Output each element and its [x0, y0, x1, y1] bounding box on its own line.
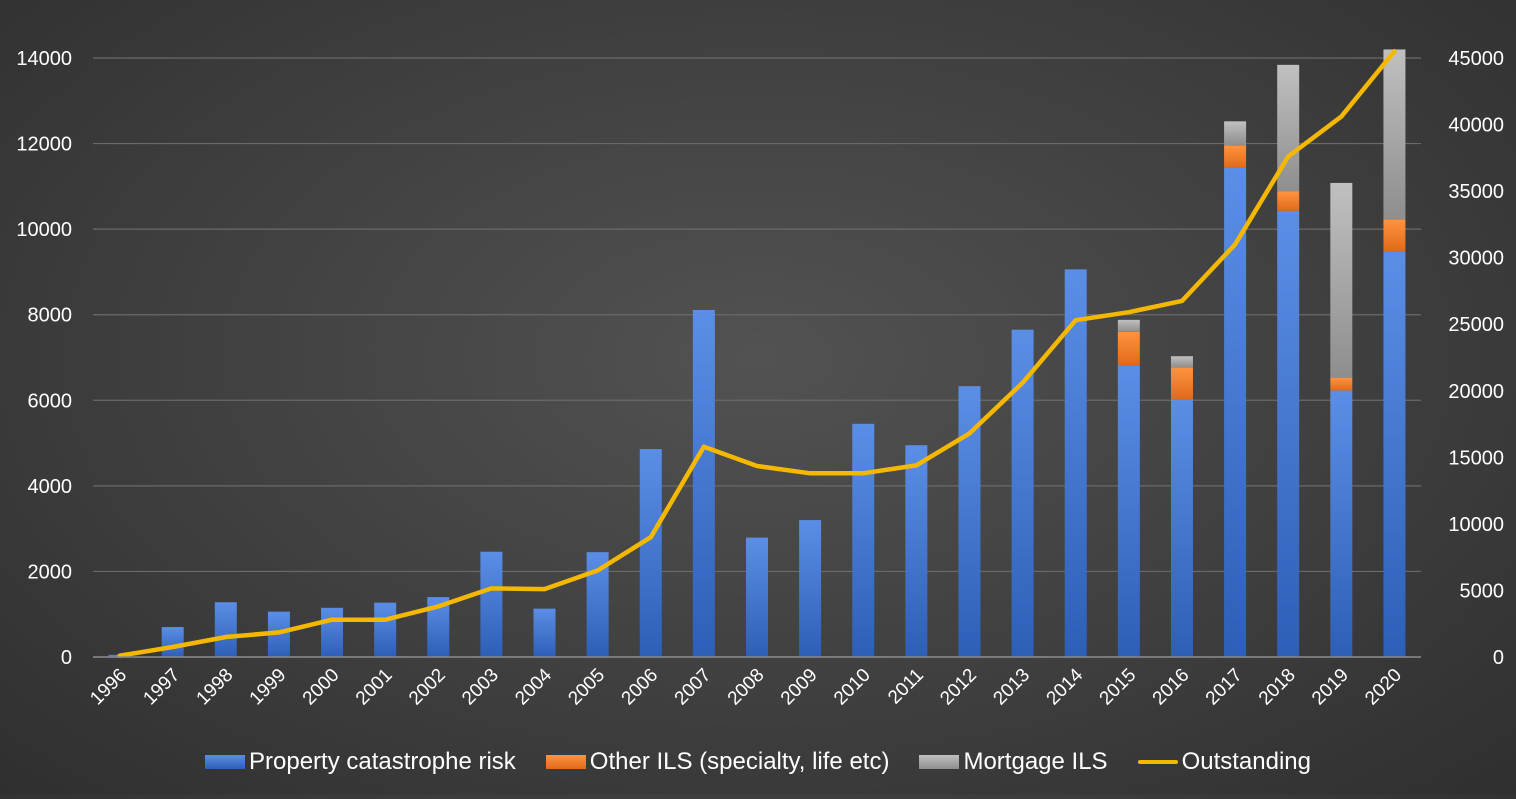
x-tick-label: 2011 [884, 665, 928, 709]
left-tick-label: 8000 [28, 305, 73, 327]
x-tick-label: 1998 [193, 665, 238, 710]
left-tick-label: 2000 [28, 561, 73, 583]
left-tick-label: 4000 [28, 476, 73, 498]
bar-other-ils [1118, 332, 1140, 365]
legend-item-property: Property catastrophe risk [205, 748, 516, 776]
bar-other-ils [1277, 191, 1299, 210]
x-tick-label: 2005 [564, 665, 609, 710]
right-tick-label: 45000 [1448, 48, 1504, 70]
x-tick-label: 2007 [671, 665, 716, 710]
left-tick-label: 10000 [16, 219, 72, 241]
left-tick-label: 12000 [16, 134, 72, 156]
x-tick-label: 2003 [458, 665, 503, 710]
bar-property-catastrophe [1330, 390, 1352, 657]
x-tick-label: 1997 [139, 665, 184, 710]
left-tick-label: 14000 [16, 48, 72, 70]
x-tick-label: 2008 [724, 665, 769, 710]
x-tick-label: 2018 [1255, 665, 1300, 710]
bar-property-catastrophe [374, 603, 396, 657]
bar-mortgage-ils [1118, 320, 1140, 332]
x-tick-label: 2004 [511, 664, 556, 709]
x-tick-label: 2012 [936, 665, 981, 710]
bar-mortgage-ils [1224, 121, 1246, 145]
bars [109, 49, 1406, 657]
legend-item-other: Other ILS (specialty, life etc) [546, 748, 890, 776]
bar-mortgage-ils [1171, 356, 1193, 367]
legend-label-other: Other ILS (specialty, life etc) [590, 748, 890, 776]
bar-property-catastrophe [534, 609, 556, 657]
bar-property-catastrophe [905, 445, 927, 657]
legend-item-mortgage: Mortgage ILS [919, 748, 1107, 776]
right-tick-label: 0 [1493, 647, 1504, 669]
legend-swatch-blue [205, 755, 245, 769]
left-tick-label: 6000 [28, 390, 73, 412]
bar-property-catastrophe [746, 538, 768, 657]
left-axis: 0 2000 4000 6000 8000 10000 12000 14000 [16, 48, 72, 669]
bar-mortgage-ils [1383, 49, 1405, 219]
x-tick-label: 2015 [1096, 665, 1141, 710]
x-tick-label: 2010 [830, 665, 875, 710]
bar-property-catastrophe [1383, 251, 1405, 657]
x-tick-label: 2002 [405, 665, 450, 710]
left-tick-label: 0 [61, 647, 72, 669]
x-tick-label: 2014 [1043, 664, 1088, 709]
right-tick-label: 30000 [1448, 248, 1504, 270]
x-tick-label: 2013 [989, 665, 1034, 710]
bar-property-catastrophe [852, 424, 874, 657]
bar-other-ils [1383, 219, 1405, 251]
right-tick-label: 10000 [1448, 514, 1504, 536]
bar-other-ils [1171, 367, 1193, 399]
legend-swatch-orange [546, 755, 586, 769]
bar-other-ils [1224, 145, 1246, 168]
right-tick-label: 35000 [1448, 181, 1504, 203]
bar-property-catastrophe [321, 608, 343, 657]
right-tick-label: 5000 [1460, 580, 1505, 602]
x-tick-label: 2016 [1149, 665, 1194, 710]
bar-property-catastrophe [1277, 211, 1299, 657]
x-tick-label: 2020 [1361, 665, 1406, 710]
x-tick-label: 2001 [352, 665, 397, 710]
bar-property-catastrophe [799, 520, 821, 657]
legend-label-mortgage: Mortgage ILS [963, 748, 1107, 776]
x-tick-label: 2000 [299, 665, 344, 710]
right-tick-label: 25000 [1448, 314, 1504, 336]
x-tick-label: 1999 [246, 665, 291, 710]
bar-mortgage-ils [1330, 183, 1352, 378]
bar-property-catastrophe [1012, 330, 1034, 657]
bar-property-catastrophe [1118, 365, 1140, 657]
bar-property-catastrophe [480, 552, 502, 657]
legend-item-outstanding: Outstanding [1138, 748, 1311, 776]
legend-swatch-line [1138, 760, 1178, 764]
legend-label-outstanding: Outstanding [1182, 748, 1311, 776]
bar-property-catastrophe [1171, 399, 1193, 657]
bar-other-ils [1330, 378, 1352, 391]
x-tick-label: 2006 [618, 665, 663, 710]
legend-swatch-gray [919, 755, 959, 769]
x-tick-label: 2017 [1202, 665, 1247, 710]
right-tick-label: 40000 [1448, 115, 1504, 137]
right-axis: 0 5000 10000 15000 20000 25000 30000 35000 40000… [1448, 48, 1504, 669]
legend: Property catastrophe risk Other ILS (spe… [0, 744, 1516, 780]
bar-property-catastrophe [693, 310, 715, 657]
right-tick-label: 15000 [1448, 447, 1504, 469]
bar-property-catastrophe [162, 627, 184, 657]
bar-property-catastrophe [215, 602, 237, 657]
bar-property-catastrophe [640, 449, 662, 657]
x-tick-label: 2009 [777, 665, 822, 710]
x-tick-label: 2019 [1308, 665, 1353, 710]
x-tick-label: 1996 [86, 665, 131, 710]
legend-label-property: Property catastrophe risk [249, 748, 516, 776]
right-tick-label: 20000 [1448, 381, 1504, 403]
